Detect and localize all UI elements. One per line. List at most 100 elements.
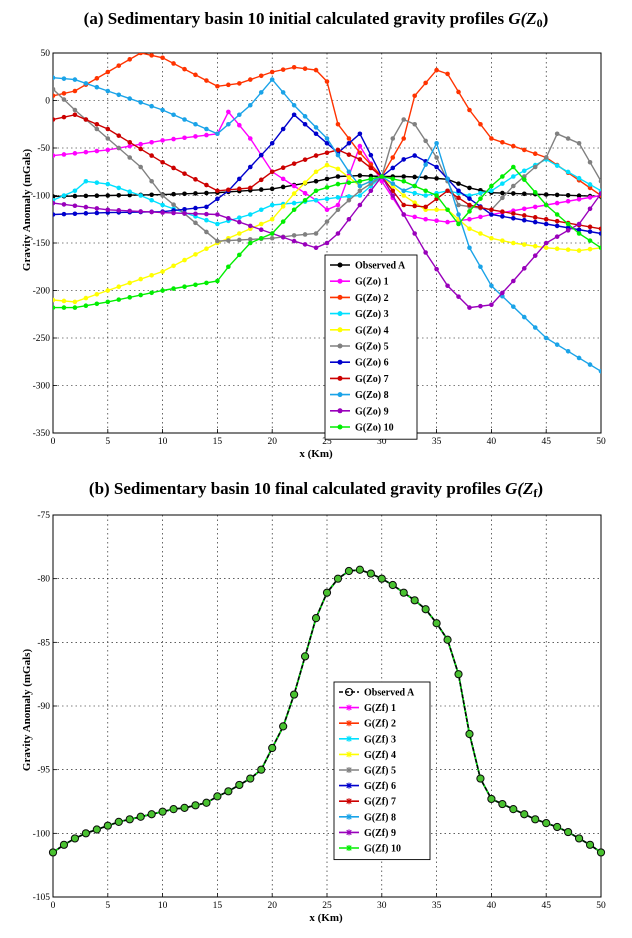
panel-b-observed-point <box>520 810 529 819</box>
panel-a-series-5-point <box>335 166 341 172</box>
panel-a-series-1-point <box>357 173 363 178</box>
panel-a-legend-marker <box>337 359 343 365</box>
panel-a-series-1-point <box>543 192 549 197</box>
panel-a-series-9-point <box>94 84 100 90</box>
panel-a-series-7-point <box>576 227 582 232</box>
panel-a-series-6-point <box>324 219 330 224</box>
panel-a-series-6-point <box>269 235 275 241</box>
panel-a-series-11-point <box>193 282 198 288</box>
panel-a-series-5-point <box>171 263 176 269</box>
panel-a-series-5-point <box>116 284 122 290</box>
panel-a-series-4-point <box>467 193 472 198</box>
panel-a-series-11-point <box>423 188 428 194</box>
panel-b-observed-point <box>158 807 167 816</box>
panel-a-series-3-point <box>127 57 133 62</box>
panel-a-series-5-point <box>401 193 407 198</box>
panel-a-series-3-point <box>258 73 264 79</box>
panel-a-series-3-point <box>500 140 505 145</box>
panel-a-series-7-point <box>412 153 417 158</box>
panel-a-series-8-point <box>445 188 450 194</box>
panel-a-series-11-point <box>357 178 363 184</box>
panel-a-series-7-point <box>269 140 275 146</box>
panel-b-series-line-9 <box>52 568 602 854</box>
panel-a-series-6-point <box>204 229 209 235</box>
panel-a-series-6-point <box>291 233 297 238</box>
panel-a-series-3-point <box>521 147 527 153</box>
panel-a-legend-label: G(Zo) 6 <box>355 358 389 369</box>
panel-a-ytick-label: -350 <box>33 429 51 439</box>
panel-b-series-line-1 <box>52 568 602 854</box>
panel-a-series-group <box>53 53 601 374</box>
panel-b-observed-line <box>52 569 602 853</box>
panel-a-series-10-point <box>72 203 78 209</box>
panel-b-xtick-label: 5 <box>105 901 110 911</box>
panel-b-legend-label: G(Zf) 9 <box>364 828 396 839</box>
panel-a-series-2-point <box>83 149 89 155</box>
panel-a-series-9-point <box>193 121 198 127</box>
panel-a-series-4-point <box>478 190 483 196</box>
panel-a-series-11-point <box>576 231 582 236</box>
panel-a-series-6-point <box>423 138 428 144</box>
panel-a-series-6-point <box>72 107 78 113</box>
panel-a-series-line-2 <box>53 110 601 223</box>
panel-a-series-7-point <box>94 210 100 216</box>
panel-a-series-9-point <box>171 112 176 118</box>
panel-a-series-2-point <box>302 190 308 196</box>
panel-a-series-2-point <box>127 143 133 149</box>
panel-b-series-line-5 <box>52 568 602 854</box>
panel-a-series-4-point <box>160 202 165 208</box>
panel-a-series-4-point <box>204 217 209 223</box>
panel-a-series-11-point <box>204 280 209 286</box>
panel-a-series-1-point <box>511 191 516 196</box>
panel-b-observed-point <box>388 580 397 590</box>
panel-a-series-1-point <box>335 174 341 179</box>
panel-a-series-6-point <box>390 136 396 141</box>
panel-a-series-4-point <box>127 189 133 194</box>
panel-a-series-3-point <box>105 69 111 75</box>
panel-b-series-line-3 <box>52 568 602 854</box>
panel-a-series-8-point <box>598 226 601 232</box>
panel-a-series-8-point <box>237 186 242 192</box>
panel-a-series-1-point <box>105 193 111 198</box>
panel-a-series-11-point <box>53 305 56 310</box>
panel-a-legend-marker <box>337 408 343 414</box>
panel-a-series-9-point <box>105 88 111 94</box>
panel-a-series-5-point <box>291 191 297 196</box>
panel-a-legend-label: G(Zo) 3 <box>355 309 389 320</box>
panel-a-series-3-point <box>280 67 286 72</box>
panel-a-series-2-point <box>138 141 143 147</box>
panel-a-series-4-point <box>313 197 319 203</box>
panel-a-series-2-point <box>434 218 439 223</box>
panel-a-series-4-point <box>511 174 516 179</box>
panel-a-series-11-point <box>127 295 133 300</box>
panel-a-series-4-point <box>587 182 593 187</box>
panel-a-legend-marker <box>337 327 343 333</box>
panel-a-series-3-point <box>53 93 56 99</box>
panel-a-series-11-point <box>500 174 505 179</box>
panel-b-legend: Observed A G(Zf) 1 G(Zf) 2 G(Zf) 3 G(Zf) 4 G(… <box>333 681 431 861</box>
panel-a-series-5-point <box>521 242 527 247</box>
panel-a-series-1-point <box>467 185 472 191</box>
panel-a-series-11-point <box>587 238 593 243</box>
panel-a-legend-label: G(Zo) 4 <box>355 325 389 336</box>
panel-a-series-8-point <box>489 207 494 213</box>
panel-a-xtick-label: 40 <box>487 437 497 447</box>
panel-a-series-10-point <box>598 191 601 196</box>
panel-a-series-6-point <box>127 155 133 160</box>
panel-a-series-10-point <box>346 216 352 222</box>
panel-a-series-6-point <box>434 155 439 160</box>
panel-b-observed-point <box>257 765 266 774</box>
panel-a-series-3-point <box>313 67 319 73</box>
panel-a-series-9-point <box>160 107 165 113</box>
panel-a-series-9-point <box>83 81 89 86</box>
panel-a-series-10-point <box>357 202 363 208</box>
panel-a-series-2-point <box>554 200 560 206</box>
panel-a-series-11-point <box>456 221 461 227</box>
panel-a-series-4-point <box>61 193 67 198</box>
panel-a-series-9-point <box>127 96 133 101</box>
panel-a-xtick-label: 30 <box>377 437 387 447</box>
panel-a-series-7-point <box>346 140 352 146</box>
panel-a-series-10-point <box>237 219 242 225</box>
panel-a-series-6-point <box>61 97 67 102</box>
panel-a-series-11-point <box>511 164 516 170</box>
